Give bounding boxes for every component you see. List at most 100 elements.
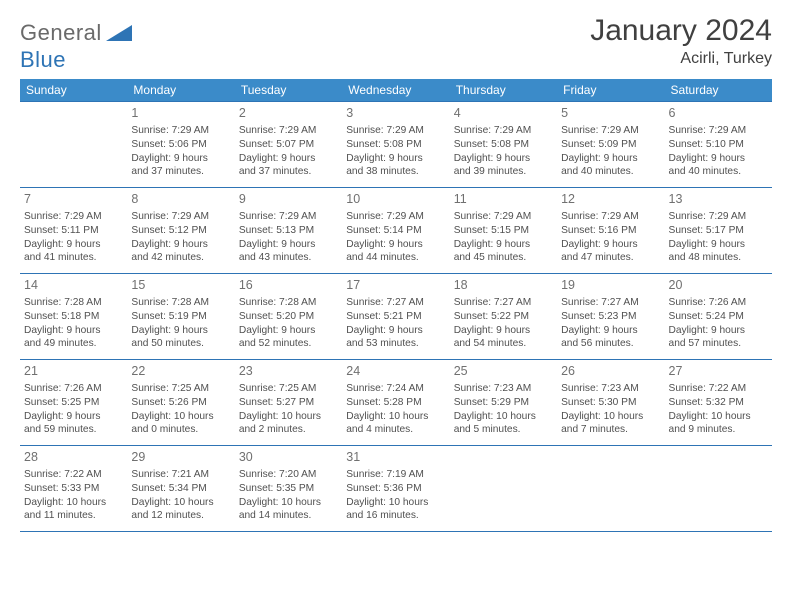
- day-info-line: Sunrise: 7:22 AM: [24, 468, 123, 482]
- day-info-line: Daylight: 9 hours: [24, 410, 123, 424]
- weekday-row: Sunday Monday Tuesday Wednesday Thursday…: [20, 79, 772, 102]
- weekday-header: Saturday: [665, 79, 772, 102]
- day-info-line: and 52 minutes.: [239, 337, 338, 351]
- day-info-line: Daylight: 10 hours: [561, 410, 660, 424]
- day-number: 13: [669, 191, 768, 208]
- day-cell: 1Sunrise: 7:29 AMSunset: 5:06 PMDaylight…: [127, 102, 234, 188]
- day-info-line: and 12 minutes.: [131, 509, 230, 523]
- weekday-header: Thursday: [450, 79, 557, 102]
- day-info-line: Daylight: 10 hours: [346, 496, 445, 510]
- day-info-line: and 40 minutes.: [669, 165, 768, 179]
- day-info-line: Daylight: 10 hours: [669, 410, 768, 424]
- calendar-head: Sunday Monday Tuesday Wednesday Thursday…: [20, 79, 772, 102]
- day-info-line: Daylight: 10 hours: [239, 496, 338, 510]
- weekday-header: Friday: [557, 79, 664, 102]
- day-cell: 9Sunrise: 7:29 AMSunset: 5:13 PMDaylight…: [235, 188, 342, 274]
- day-info-line: Sunset: 5:17 PM: [669, 224, 768, 238]
- day-number: 26: [561, 363, 660, 380]
- day-info-line: Sunrise: 7:29 AM: [669, 124, 768, 138]
- day-info-line: Sunrise: 7:28 AM: [24, 296, 123, 310]
- day-number: 15: [131, 277, 230, 294]
- day-number: 2: [239, 105, 338, 122]
- day-info-line: and 5 minutes.: [454, 423, 553, 437]
- day-info-line: Daylight: 10 hours: [346, 410, 445, 424]
- day-info-line: Sunrise: 7:29 AM: [131, 124, 230, 138]
- day-info-line: Sunrise: 7:29 AM: [346, 124, 445, 138]
- day-info-line: Sunset: 5:08 PM: [454, 138, 553, 152]
- day-info-line: and 59 minutes.: [24, 423, 123, 437]
- day-info-line: Daylight: 10 hours: [131, 496, 230, 510]
- day-info-line: Sunrise: 7:22 AM: [669, 382, 768, 396]
- day-cell: 13Sunrise: 7:29 AMSunset: 5:17 PMDayligh…: [665, 188, 772, 274]
- day-info-line: Daylight: 9 hours: [454, 238, 553, 252]
- week-row: 7Sunrise: 7:29 AMSunset: 5:11 PMDaylight…: [20, 188, 772, 274]
- day-info-line: Sunset: 5:21 PM: [346, 310, 445, 324]
- day-info-line: Sunrise: 7:28 AM: [131, 296, 230, 310]
- day-info-line: Sunrise: 7:27 AM: [454, 296, 553, 310]
- day-cell: 16Sunrise: 7:28 AMSunset: 5:20 PMDayligh…: [235, 274, 342, 360]
- day-cell: 22Sunrise: 7:25 AMSunset: 5:26 PMDayligh…: [127, 360, 234, 446]
- day-cell: 29Sunrise: 7:21 AMSunset: 5:34 PMDayligh…: [127, 446, 234, 532]
- day-info-line: Daylight: 9 hours: [24, 238, 123, 252]
- day-cell: 11Sunrise: 7:29 AMSunset: 5:15 PMDayligh…: [450, 188, 557, 274]
- calendar-body: 1Sunrise: 7:29 AMSunset: 5:06 PMDaylight…: [20, 102, 772, 532]
- day-info-line: Daylight: 9 hours: [346, 152, 445, 166]
- day-info-line: Sunrise: 7:29 AM: [24, 210, 123, 224]
- day-cell: 7Sunrise: 7:29 AMSunset: 5:11 PMDaylight…: [20, 188, 127, 274]
- day-number: 22: [131, 363, 230, 380]
- day-info-line: Sunset: 5:20 PM: [239, 310, 338, 324]
- day-info-line: Sunrise: 7:27 AM: [346, 296, 445, 310]
- day-info-line: Sunrise: 7:25 AM: [239, 382, 338, 396]
- day-cell: 30Sunrise: 7:20 AMSunset: 5:35 PMDayligh…: [235, 446, 342, 532]
- day-info-line: Sunrise: 7:29 AM: [454, 124, 553, 138]
- day-cell: 15Sunrise: 7:28 AMSunset: 5:19 PMDayligh…: [127, 274, 234, 360]
- day-number: 21: [24, 363, 123, 380]
- day-info-line: and 48 minutes.: [669, 251, 768, 265]
- day-info-line: and 14 minutes.: [239, 509, 338, 523]
- day-number: 14: [24, 277, 123, 294]
- day-info-line: Sunset: 5:25 PM: [24, 396, 123, 410]
- day-info-line: Sunset: 5:09 PM: [561, 138, 660, 152]
- day-info-line: Sunrise: 7:23 AM: [454, 382, 553, 396]
- day-info-line: Daylight: 10 hours: [131, 410, 230, 424]
- week-row: 21Sunrise: 7:26 AMSunset: 5:25 PMDayligh…: [20, 360, 772, 446]
- day-cell: [557, 446, 664, 532]
- day-cell: 8Sunrise: 7:29 AMSunset: 5:12 PMDaylight…: [127, 188, 234, 274]
- day-info-line: and 2 minutes.: [239, 423, 338, 437]
- day-number: 25: [454, 363, 553, 380]
- day-info-line: Sunrise: 7:29 AM: [454, 210, 553, 224]
- location: Acirli, Turkey: [590, 50, 772, 68]
- day-info-line: Sunset: 5:28 PM: [346, 396, 445, 410]
- day-info-line: Daylight: 9 hours: [24, 324, 123, 338]
- day-number: 20: [669, 277, 768, 294]
- day-info-line: Daylight: 10 hours: [24, 496, 123, 510]
- day-info-line: Sunset: 5:27 PM: [239, 396, 338, 410]
- day-number: 24: [346, 363, 445, 380]
- day-info-line: and 49 minutes.: [24, 337, 123, 351]
- day-info-line: Daylight: 9 hours: [561, 152, 660, 166]
- day-info-line: Daylight: 9 hours: [131, 324, 230, 338]
- day-info-line: Sunset: 5:07 PM: [239, 138, 338, 152]
- day-info-line: Sunrise: 7:28 AM: [239, 296, 338, 310]
- day-info-line: Sunset: 5:32 PM: [669, 396, 768, 410]
- day-cell: 4Sunrise: 7:29 AMSunset: 5:08 PMDaylight…: [450, 102, 557, 188]
- day-info-line: and 41 minutes.: [24, 251, 123, 265]
- day-info-line: Sunset: 5:18 PM: [24, 310, 123, 324]
- day-info-line: Daylight: 9 hours: [239, 324, 338, 338]
- day-info-line: and 7 minutes.: [561, 423, 660, 437]
- day-info-line: and 9 minutes.: [669, 423, 768, 437]
- day-number: 7: [24, 191, 123, 208]
- day-number: 4: [454, 105, 553, 122]
- day-info-line: and 11 minutes.: [24, 509, 123, 523]
- day-info-line: Sunset: 5:26 PM: [131, 396, 230, 410]
- day-info-line: and 47 minutes.: [561, 251, 660, 265]
- day-info-line: Sunrise: 7:26 AM: [669, 296, 768, 310]
- day-cell: 23Sunrise: 7:25 AMSunset: 5:27 PMDayligh…: [235, 360, 342, 446]
- day-cell: 12Sunrise: 7:29 AMSunset: 5:16 PMDayligh…: [557, 188, 664, 274]
- day-info-line: and 57 minutes.: [669, 337, 768, 351]
- day-info-line: and 43 minutes.: [239, 251, 338, 265]
- day-info-line: Sunrise: 7:29 AM: [131, 210, 230, 224]
- day-number: 29: [131, 449, 230, 466]
- day-info-line: Sunrise: 7:26 AM: [24, 382, 123, 396]
- day-info-line: Sunrise: 7:29 AM: [239, 210, 338, 224]
